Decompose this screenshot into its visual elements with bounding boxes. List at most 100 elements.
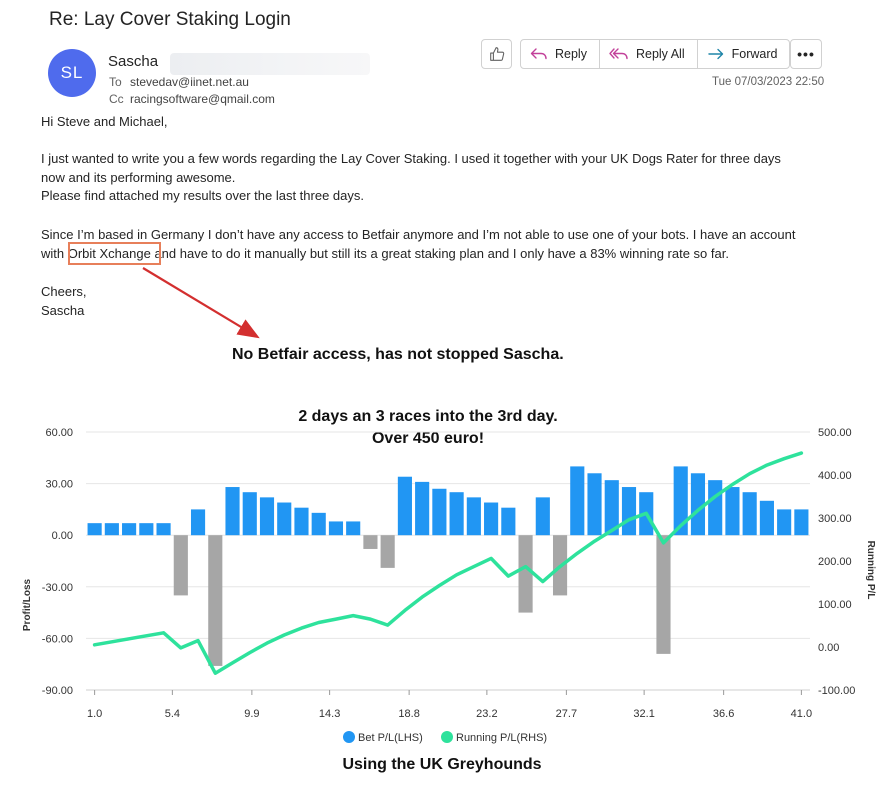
reply-all-button[interactable]: Reply All	[598, 40, 697, 68]
reply-all-label: Reply All	[635, 47, 685, 61]
annotation-arrow	[142, 267, 260, 339]
x-tick-label: 36.6	[713, 708, 734, 720]
bet-pl-bar	[759, 500, 774, 536]
x-tick-label: 14.3	[319, 708, 340, 720]
bet-pl-bar	[742, 492, 757, 536]
to-address[interactable]: stevedav@iinet.net.au	[130, 75, 249, 89]
bet-pl-bar	[621, 487, 637, 536]
left-axis-ticks: 60.00 30.00 0.00 -30.00 -60.00 -90.00	[42, 427, 73, 697]
bet-pl-bar	[294, 507, 309, 536]
x-tick-label: 9.9	[244, 708, 259, 720]
bet-pl-bar	[328, 521, 344, 536]
bet-pl-bar	[673, 466, 688, 536]
right-tick-label: -100.00	[818, 685, 855, 697]
reply-button[interactable]: Reply	[521, 40, 599, 68]
left-tick-label: 0.00	[52, 530, 73, 542]
paragraph-1: I just wanted to write you a few words r…	[41, 150, 841, 206]
paragraph-2-line-1: Since I’m based in Germany I don’t have …	[41, 227, 796, 242]
bet-pl-bar	[587, 473, 602, 536]
bet-pl-bar	[484, 502, 499, 536]
right-tick-label: 100.00	[818, 599, 852, 611]
bet-pl-bar	[122, 523, 137, 536]
bet-pl-bar	[690, 473, 706, 536]
chart-legend: Bet P/L(LHS) Running P/L(RHS)	[343, 731, 547, 744]
sign-off-line: Cheers,	[41, 284, 87, 299]
x-tick-label: 27.7	[556, 708, 577, 720]
recipient-to-row: To stevedav@iinet.net.au	[109, 75, 249, 89]
signature-line: Sascha	[41, 302, 85, 318]
bet-pl-bar	[363, 535, 378, 549]
bet-pl-bar	[208, 535, 223, 666]
legend-running-pl-label: Running P/L(RHS)	[456, 732, 547, 744]
bet-pl-bar	[190, 509, 206, 536]
greeting: Hi Steve and Michael,	[41, 114, 168, 129]
right-axis-label: Running P/L	[865, 541, 876, 600]
bet-pl-bars	[87, 466, 809, 666]
right-tick-label: 200.00	[818, 556, 852, 568]
bet-pl-bar	[173, 535, 188, 596]
bet-pl-bar	[104, 523, 119, 536]
reply-label: Reply	[555, 47, 587, 61]
bet-pl-bar	[277, 502, 292, 536]
chart-title-line-2: Over 450 euro!	[372, 430, 484, 447]
right-tick-label: 400.00	[818, 470, 852, 482]
left-tick-label: 60.00	[45, 427, 73, 439]
paragraph-1-line-1: I just wanted to write you a few words r…	[41, 151, 781, 166]
x-tick-label: 32.1	[633, 708, 654, 720]
x-tick-label: 5.4	[165, 708, 180, 720]
right-axis-ticks: 500.00 400.00 300.00 200.00 100.00 0.00 -100.0…	[818, 427, 855, 697]
email-subject: Re: Lay Cover Staking Login	[49, 9, 291, 30]
sender-name[interactable]: Sascha	[108, 53, 159, 70]
bet-pl-bar	[87, 523, 102, 536]
running-pl-line	[92, 451, 804, 675]
bet-pl-bar	[139, 523, 154, 536]
bet-pl-bar	[242, 492, 257, 536]
avatar[interactable]: SL	[48, 49, 96, 97]
legend-bet-pl-swatch	[343, 731, 355, 743]
right-tick-label: 0.00	[818, 642, 839, 654]
bet-pl-bar	[380, 535, 395, 568]
recipient-cc-row: Cc racingsoftware@qmail.com	[109, 92, 275, 106]
forward-icon	[707, 48, 723, 60]
to-label: To	[109, 75, 122, 89]
x-tick-label: 23.2	[476, 708, 497, 720]
x-axis-ticks: 1.0 5.4 9.9 14.3 18.8 23.2 27.7 32.1 36.6 41.0	[86, 689, 812, 720]
bet-pl-bar	[259, 497, 275, 536]
right-tick-label: 500.00	[818, 427, 852, 439]
x-tick-label: 18.8	[398, 708, 419, 720]
bet-pl-bar	[518, 535, 533, 613]
bet-pl-bar	[656, 535, 671, 654]
cc-address[interactable]: racingsoftware@qmail.com	[130, 92, 275, 106]
sign-off: Cheers, Sascha	[41, 283, 841, 320]
bet-pl-bar	[466, 497, 481, 536]
thumbs-up-icon	[489, 47, 504, 61]
bet-pl-bar	[708, 480, 723, 536]
reply-icon	[530, 48, 547, 60]
callout-text: No Betfair access, has not stopped Sasch…	[232, 346, 564, 363]
chart-caption: Using the UK Greyhounds	[342, 756, 541, 773]
left-tick-label: -30.00	[42, 582, 73, 594]
redacted-sender-surname	[170, 53, 370, 75]
bet-pl-bar	[432, 488, 447, 536]
legend-bet-pl-label: Bet P/L(LHS)	[358, 732, 423, 744]
left-axis-label: Profit/Loss	[22, 578, 33, 631]
x-tick-label: 41.0	[791, 708, 812, 720]
bet-pl-bar	[535, 497, 550, 536]
bet-pl-bar	[777, 509, 792, 536]
bet-pl-bar	[794, 509, 809, 536]
reply-all-icon	[609, 48, 628, 60]
like-button[interactable]	[481, 39, 512, 69]
legend-running-pl-swatch	[441, 731, 453, 743]
bet-pl-bar	[725, 487, 740, 536]
paragraph-2-line-2: with Orbit Xchange and have to do it man…	[41, 245, 729, 261]
forward-label: Forward	[731, 47, 778, 61]
chart-gridlines	[86, 431, 810, 691]
more-actions-button[interactable]: •••	[790, 39, 822, 69]
left-tick-label: -90.00	[42, 685, 73, 697]
orbit-xchange-highlight	[68, 242, 161, 265]
bet-pl-bar	[449, 492, 464, 536]
bet-pl-bar	[570, 466, 585, 536]
forward-button[interactable]: Forward	[696, 40, 790, 68]
paragraph-1-line-2: now and its performing awesome.	[41, 169, 236, 185]
bet-pl-bar	[311, 512, 326, 536]
